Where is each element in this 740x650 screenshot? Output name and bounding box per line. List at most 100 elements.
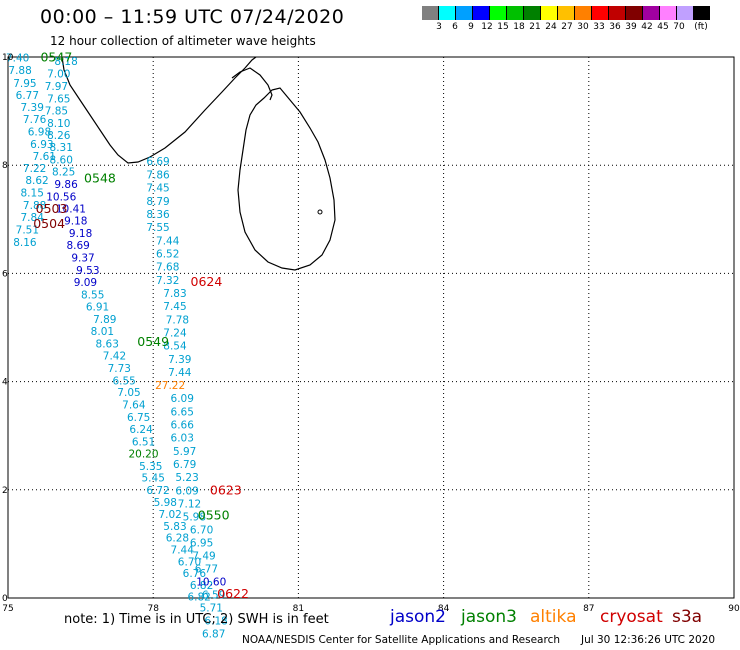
wave-height-label: 6.69 [146, 156, 169, 168]
colorbar-swatch [558, 6, 575, 20]
wave-height-label: 5.45 [142, 473, 165, 485]
wave-height-label: 5.98 [183, 512, 206, 524]
india-coastline [61, 56, 257, 164]
y-tick-label: 8 [2, 161, 8, 171]
wave-height-label: 5.71 [200, 603, 223, 615]
colorbar-level-label: 18 [513, 22, 525, 32]
wave-height-label: 7.39 [168, 354, 191, 366]
credit-line: NOAA/NESDIS Center for Satellite Applica… [242, 634, 560, 646]
axis-tick-labels: 75 78 81 84 87 90 10 8 6 4 2 0 [2, 53, 740, 614]
wave-height-label: 5.97 [173, 446, 196, 458]
colorbar-level-label: 15 [497, 22, 509, 32]
pass-time-label: 0624 [191, 274, 223, 289]
wave-height-label: 8.69 [66, 240, 89, 252]
wave-height-label: 6.79 [173, 459, 196, 471]
wave-height-label: 6.70 [190, 525, 213, 537]
wave-height-label: 6.59 [202, 590, 225, 602]
wave-height-label: 6.09 [175, 486, 198, 498]
y-tick-label: 0 [2, 594, 8, 604]
wave-height-label: 7.78 [166, 315, 189, 327]
legend-jason2: jason2 [390, 607, 446, 627]
wave-height-label: 6.82 [187, 592, 210, 604]
x-tick-label: 84 [438, 604, 450, 614]
wave-height-label: 9.37 [71, 252, 94, 264]
wave-height-label: 7.83 [163, 288, 186, 300]
wave-height-label: 7.73 [108, 363, 131, 375]
pass-time-label: 0548 [84, 171, 116, 186]
wave-height-label: 6.66 [171, 420, 195, 432]
wave-height-label: 7.76 [23, 114, 47, 126]
wave-height-label: 8.63 [96, 339, 119, 351]
wave-height-label: 6.98 [28, 126, 51, 138]
wave-height-label: 8.25 [52, 166, 75, 178]
colorbar-level-label: 42 [641, 22, 653, 32]
pass-time-label: 0550 [198, 508, 230, 523]
wave-height-label: 6.76 [183, 568, 207, 580]
pass-time-label: 0622 [217, 586, 249, 601]
wave-height-marks: 7.407.887.956.777.397.766.986.937.617.22… [6, 49, 249, 640]
wave-height-label: 8.15 [21, 188, 44, 200]
wave-height-label: 8.31 [50, 142, 73, 154]
colorbar-swatch [592, 6, 609, 20]
wave-height-label: 6.95 [190, 538, 213, 550]
gridlines [8, 57, 734, 598]
colorbar-level-label: 12 [481, 22, 493, 32]
wave-height-label: 6.51 [132, 436, 155, 448]
wave-height-label: 7.88 [8, 65, 31, 77]
legend-altika: altika [530, 607, 577, 627]
wave-height-label: 6.75 [127, 412, 150, 424]
wave-height-label: 5.98 [154, 497, 177, 509]
wave-height-label: 6.70 [178, 557, 201, 569]
wave-height-label: 8.54 [163, 341, 187, 353]
colorbar-level-label: 30 [577, 22, 589, 32]
colorbar-unit-label: (ft) [694, 22, 708, 32]
wave-height-label: 7.85 [45, 105, 68, 117]
wave-height-label: 6.03 [171, 433, 194, 445]
wave-height-label: 6.24 [129, 424, 153, 436]
colorbar-swatch [694, 6, 710, 20]
wave-height-label: 7.42 [103, 350, 126, 362]
colorbar-swatch [507, 6, 524, 20]
colorbar-level-label: 24 [545, 22, 557, 32]
wave-height-label: 7.51 [16, 224, 39, 236]
wave-height-label: 7.89 [93, 314, 116, 326]
x-tick-label: 87 [583, 604, 594, 614]
wave-height-label: 9.86 [54, 179, 78, 191]
wave-height-label: 7.39 [21, 102, 44, 114]
colorbar-swatch [490, 6, 507, 20]
wave-height-label: 6.18 [204, 616, 227, 628]
colorbar-level-label: 39 [625, 22, 637, 32]
colorbar-swatch [439, 6, 456, 20]
colorbar-swatch [660, 6, 677, 20]
wave-height-label: 6.87 [202, 628, 225, 640]
legend-s3a: s3a [672, 607, 703, 627]
colorbar-level-label: 70 [673, 22, 685, 32]
pass-time-label: 0547 [40, 49, 72, 64]
colorbar-swatch [524, 6, 541, 20]
colorbar-level-label: 27 [561, 22, 573, 32]
colorbar-level-label: 45 [657, 22, 669, 32]
wave-height-label: 5.35 [139, 461, 162, 473]
wave-height-label: 7.44 [156, 236, 180, 248]
colorbar-level-label: 33 [593, 22, 605, 32]
wave-height-label: 9.53 [76, 265, 99, 277]
colorbar-swatch [473, 6, 490, 20]
colorbar-swatch [541, 6, 558, 20]
colorbar-level-label: 36 [609, 22, 621, 32]
wave-height-label: 6.77 [195, 564, 218, 576]
wave-height-label: 10.41 [56, 203, 86, 215]
wave-height-label: 10.56 [46, 191, 76, 203]
wave-height-label: 7.84 [21, 212, 45, 224]
wave-height-label: 8.55 [81, 289, 104, 301]
wave-height-label: 7.24 [163, 328, 187, 340]
legend-jason3: jason3 [461, 607, 517, 627]
wave-height-label: 20.20 [128, 448, 158, 460]
wave-height-label: 7.61 [33, 151, 56, 163]
page-title: 00:00 – 11:59 UTC 07/24/2020 [40, 6, 345, 28]
wave-height-label: 6.65 [171, 407, 194, 419]
wave-height-label: 5.83 [163, 521, 186, 533]
wave-height-label: 7.40 [6, 52, 29, 64]
colorbar-level-label: 6 [452, 22, 458, 32]
wave-height-label: 6.93 [30, 139, 53, 151]
